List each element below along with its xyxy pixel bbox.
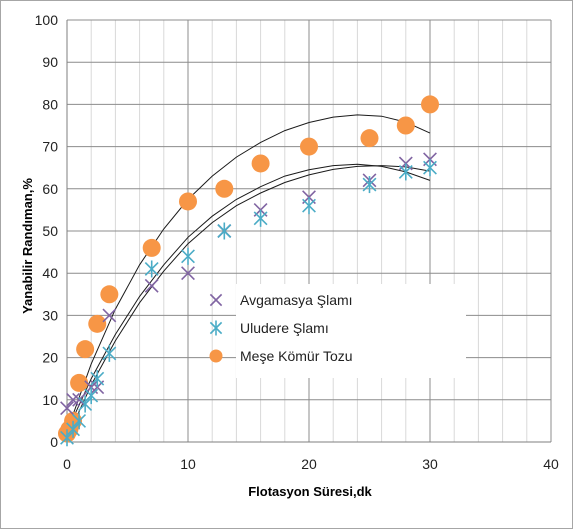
data-point xyxy=(60,429,74,447)
data-point xyxy=(181,247,195,265)
data-point xyxy=(78,395,93,413)
y-tick-label: 20 xyxy=(42,350,58,366)
data-points xyxy=(58,95,439,447)
x-tick-label: 10 xyxy=(180,456,196,472)
data-point xyxy=(362,176,377,194)
legend-label: Avgamasya Şlamı xyxy=(240,292,353,308)
data-point xyxy=(72,412,87,430)
legend-entry: Avgamasya Şlamı xyxy=(209,292,353,308)
data-point xyxy=(72,392,87,407)
data-point xyxy=(102,308,117,323)
y-tick-label: 10 xyxy=(42,392,58,408)
x-tick-label: 0 xyxy=(63,456,71,472)
data-point xyxy=(66,420,80,438)
data-point xyxy=(421,95,439,114)
data-point xyxy=(360,129,379,148)
legend-entry: Meşe Kömür Tozu xyxy=(209,348,353,364)
y-tick-label: 80 xyxy=(42,96,58,112)
trend-lines xyxy=(66,114,431,439)
y-tick-label: 100 xyxy=(35,12,59,28)
legend: Avgamasya Şlamı Uludere Şlamı Meşe Kömür T… xyxy=(209,284,466,378)
data-point xyxy=(90,370,105,388)
legend-box xyxy=(236,284,466,378)
data-point xyxy=(102,344,117,362)
x-axis-title: Flotasyon Süresi,dk xyxy=(248,484,372,499)
data-point xyxy=(251,154,270,173)
x-tick-label: 40 xyxy=(543,456,559,472)
y-tick-label: 90 xyxy=(42,54,58,70)
data-point xyxy=(217,222,232,240)
data-point xyxy=(60,401,74,416)
legend-marker xyxy=(209,349,223,363)
legend-marker xyxy=(209,320,223,336)
y-tick-label: 30 xyxy=(42,307,58,323)
data-point xyxy=(100,285,119,304)
data-point xyxy=(300,137,318,156)
y-tick-label: 70 xyxy=(42,139,58,155)
y-tick-label: 50 xyxy=(42,223,58,239)
data-point xyxy=(66,392,80,407)
data-point xyxy=(88,314,107,333)
data-point xyxy=(144,260,159,278)
data-point xyxy=(84,387,99,405)
trend-line xyxy=(66,114,431,432)
y-tick-label: 60 xyxy=(42,181,58,197)
data-point xyxy=(179,192,197,211)
data-point xyxy=(181,266,195,281)
data-point xyxy=(144,278,159,293)
axes xyxy=(66,20,551,443)
trend-line xyxy=(66,165,431,439)
x-tick-label: 20 xyxy=(301,456,317,472)
legend-label: Uludere Şlamı xyxy=(240,320,329,336)
y-tick-label: 40 xyxy=(42,265,58,281)
data-point xyxy=(215,179,234,198)
y-axis-title: Yanabilir Randıman,% xyxy=(20,178,35,314)
legend-label: Meşe Kömür Tozu xyxy=(240,348,353,364)
data-point xyxy=(302,197,316,215)
data-point xyxy=(76,340,95,359)
x-tick-label: 30 xyxy=(422,456,438,472)
data-point xyxy=(398,163,413,181)
legend-marker xyxy=(209,293,223,307)
data-point xyxy=(142,238,161,257)
legend-entry: Uludere Şlamı xyxy=(209,320,329,336)
y-tick-label: 0 xyxy=(50,434,58,450)
tick-labels: 0 10 20 30 40 50 60 70 80 90 100 0 10 20 30 40 xyxy=(35,12,559,472)
data-point xyxy=(253,209,268,227)
data-point xyxy=(423,159,437,177)
data-point xyxy=(396,116,415,135)
data-point xyxy=(70,373,89,392)
trend-line xyxy=(66,163,431,432)
